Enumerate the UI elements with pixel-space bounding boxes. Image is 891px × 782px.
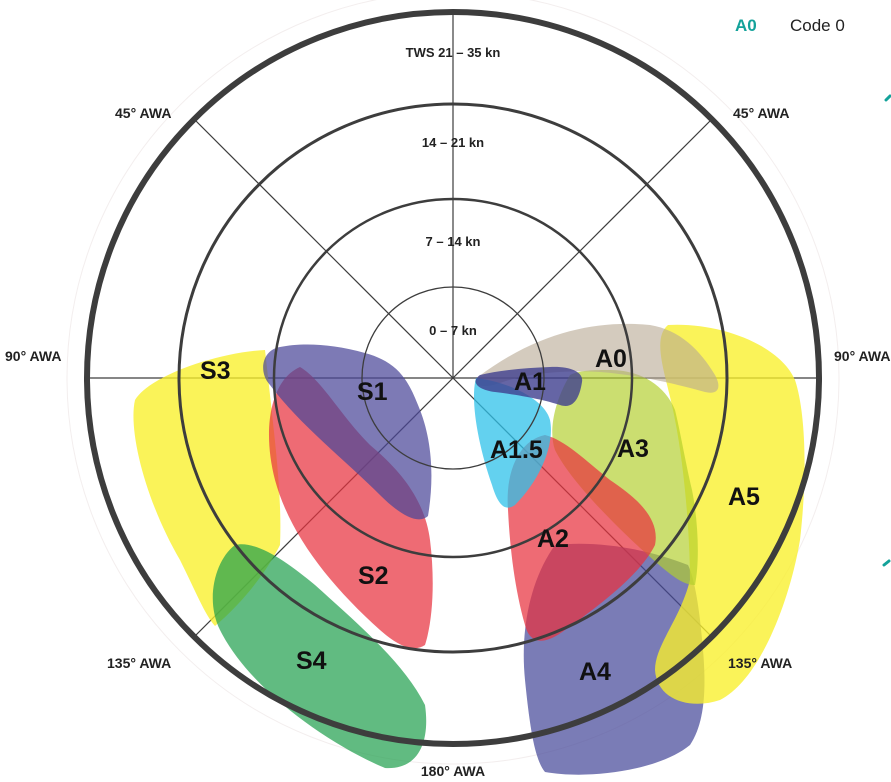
speed-rings <box>84 9 822 747</box>
ring-label-14-21: 14 – 21 kn <box>422 135 484 150</box>
sail-area-a1 <box>475 366 583 406</box>
sail-area-s4 <box>212 544 427 769</box>
legend-code: A0 <box>735 16 757 35</box>
angle-label-45-right: 45° AWA <box>733 105 789 121</box>
angle-label-135-right: 135° AWA <box>728 655 792 671</box>
sail-area-a5 <box>655 324 805 704</box>
sail-area-a3 <box>552 370 698 585</box>
sail-label-a2: A2 <box>537 525 569 553</box>
sail-label-a5: A5 <box>728 483 760 511</box>
sail-area-a2 <box>507 435 656 641</box>
angle-label-90-left: 90° AWA <box>5 348 61 364</box>
sail-label-a15: A1.5 <box>490 436 543 464</box>
ring-label-0-7: 0 – 7 kn <box>429 323 477 338</box>
sail-label-s1: S1 <box>357 378 388 406</box>
sail-label-s3: S3 <box>200 357 231 385</box>
sail-label-a0: A0 <box>595 345 627 373</box>
angle-label-45-left: 45° AWA <box>115 105 171 121</box>
outer-halo <box>66 0 840 765</box>
sail-area-s2 <box>268 367 433 649</box>
legend-name: Code 0 <box>790 16 845 35</box>
ring-label-21-35: TWS 21 – 35 kn <box>406 45 501 60</box>
sail-area-s1 <box>263 344 432 520</box>
sail-label-s2: S2 <box>358 562 389 590</box>
sail-label-a4: A4 <box>579 658 611 686</box>
angle-label-180: 180° AWA <box>421 763 485 779</box>
clipped-legend-marks <box>882 94 891 567</box>
sail-label-s4: S4 <box>296 647 327 675</box>
sail-label-a1: A1 <box>514 368 546 396</box>
sail-label-a3: A3 <box>617 435 649 463</box>
angle-label-90-right: 90° AWA <box>834 348 890 364</box>
ring-label-7-14: 7 – 14 kn <box>426 234 481 249</box>
angle-label-135-left: 135° AWA <box>107 655 171 671</box>
sail-area-a15 <box>473 378 551 508</box>
sail-area-a0 <box>475 323 719 393</box>
